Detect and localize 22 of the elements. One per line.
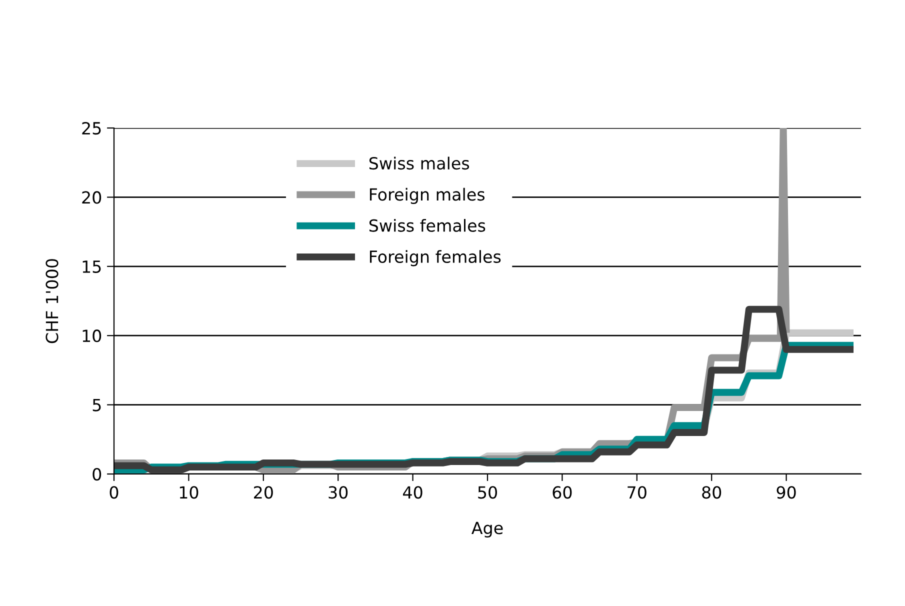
legend-label: Foreign females — [370, 250, 501, 266]
y-tick-label: 0 — [92, 468, 102, 481]
y-tick-label: 25 — [82, 122, 101, 135]
x-tick-label: 50 — [478, 486, 497, 499]
y-tick-label: 10 — [82, 330, 102, 342]
x-tick-label: 10 — [180, 486, 198, 499]
x-tick-label: 40 — [403, 486, 422, 499]
x-tick-label: 20 — [254, 486, 273, 499]
y-tick-label: 20 — [82, 191, 102, 204]
legend-label: Foreign males — [370, 188, 485, 204]
y-tick-label: 15 — [82, 260, 101, 273]
x-tick-label: 80 — [702, 486, 722, 499]
x-axis-title: Age — [472, 522, 503, 538]
x-tick-label: 70 — [628, 486, 646, 499]
x-tick-label: 0 — [110, 486, 118, 499]
y-axis-title: CHF 1'000 — [46, 259, 58, 344]
x-tick-label: 30 — [328, 486, 348, 499]
x-tick-label: 90 — [776, 486, 796, 499]
y-tick-label: 5 — [92, 398, 101, 412]
x-tick-label: 60 — [552, 486, 572, 499]
legend-label: Swiss females — [369, 218, 486, 232]
legend-label: Swiss males — [369, 156, 470, 170]
